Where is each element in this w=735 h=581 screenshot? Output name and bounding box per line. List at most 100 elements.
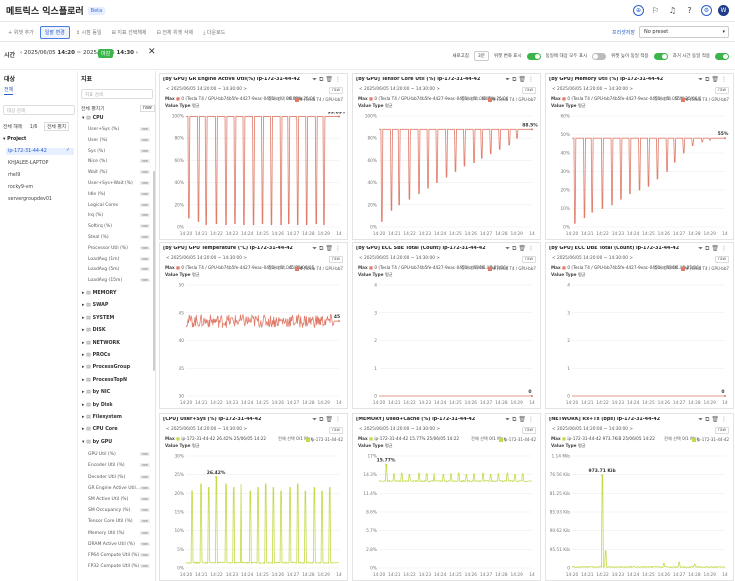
metric-group[interactable]: ▸ ▤ ProcessGroup — [82, 365, 131, 371]
metric-scrollbar[interactable] — [153, 171, 155, 371]
close-panel-icon[interactable]: ✕ — [148, 47, 156, 57]
widget-legend[interactable]: 0 (Tesla T4 / GPU-bb7... — [681, 266, 729, 271]
widget-legend[interactable]: 0 (Tesla T4 / GPU-bb7... — [488, 97, 536, 102]
copy-icon[interactable]: ⧉ — [512, 416, 519, 423]
preset-select[interactable]: No preset — [639, 26, 729, 38]
metric-item[interactable]: Logical Cores raw — [88, 202, 150, 208]
filter-icon[interactable]: ⏷ — [312, 416, 320, 423]
next-range-icon[interactable]: › — [135, 50, 138, 56]
filter-icon[interactable]: ⏷ — [505, 76, 513, 83]
help-icon[interactable]: ? — [687, 6, 692, 15]
metric-group[interactable]: ▸ ▤ ProcessTopN — [82, 377, 127, 383]
delete-icon[interactable]: 🗑 — [518, 416, 528, 423]
copy-icon[interactable]: ⧉ — [319, 76, 326, 83]
chart-svg[interactable]: 0%20%40%60%80%100%14:20 14:21 14:22 14:23 14… — [164, 112, 345, 237]
add-widget-button[interactable]: + 위젯 추가 — [8, 29, 34, 36]
bulk-change-button[interactable]: 일괄 변경 — [39, 25, 70, 39]
delete-icon[interactable]: 🗑 — [711, 416, 721, 423]
target-item[interactable]: KHJALEE-LAPTOP — [8, 161, 49, 166]
delete-icon[interactable]: 🗑 — [711, 76, 721, 83]
metric-item[interactable]: Wait (%) raw — [88, 170, 150, 175]
metric-item[interactable]: Softirq (%) raw — [88, 224, 150, 229]
refresh-select[interactable]: 3분 — [473, 51, 489, 61]
metric-search-input[interactable]: 지표 검색 — [81, 89, 153, 99]
download-button[interactable]: ⤓ 다운로드 — [203, 29, 226, 36]
widget-legend[interactable]: ip-172-31-44-42 — [305, 437, 343, 442]
select-all-label[interactable]: 전체 선택 — [654, 96, 671, 101]
metric-group[interactable]: ▸ ▤ CPU Core — [82, 427, 118, 433]
targets-all-toggle[interactable]: 전체 해제 1/6 — [3, 123, 37, 130]
deselect-metrics-button[interactable]: ⊞ 지표 선택해제 — [111, 29, 147, 36]
more-icon[interactable]: ⋮ — [335, 245, 343, 252]
more-icon[interactable]: ⋮ — [721, 76, 729, 83]
metric-tag[interactable]: raw — [139, 541, 150, 546]
metric-tag[interactable]: raw — [139, 474, 150, 479]
widget-time-range[interactable]: < 2025/06/05 14:20:00 ~ 14:30:00 > — [552, 87, 633, 92]
metric-item[interactable]: Idle (%) raw — [88, 191, 150, 197]
metric-item[interactable]: Processor Util (%) raw — [88, 245, 150, 251]
toggle-same-height[interactable] — [653, 52, 668, 60]
target-item[interactable]: servergroupdev01 — [8, 197, 52, 202]
metric-tag[interactable]: raw — [139, 137, 150, 142]
chart-svg[interactable]: 0%2.8%5.7%8.6%11.4%14.3%17%14:20 14:21 14:… — [357, 452, 538, 579]
metric-tag[interactable]: raw — [139, 256, 150, 261]
widget-time-range[interactable]: < 2025/06/05 14:20:00 ~ 14:30:00 > — [166, 256, 247, 261]
filter-icon[interactable]: ⏷ — [698, 245, 706, 252]
filter-icon[interactable]: ⏷ — [698, 416, 706, 423]
delete-icon[interactable]: 🗑 — [325, 76, 335, 83]
metric-item[interactable]: User+Sys+Wait (%) raw — [88, 181, 150, 186]
chart-svg[interactable]: 0 1 2 3 4 14:20 14:21 14:22 14:23 14:24 14:25 14:26… — [550, 281, 731, 407]
widget-legend[interactable]: 0 (Tesla T4 / GPU-bb7... — [295, 266, 343, 271]
metric-group[interactable]: ▸ ▤ SYSTEM — [82, 315, 115, 321]
metric-item[interactable]: Decoder Util (%) raw — [88, 474, 150, 480]
target-item[interactable]: rocky9-vm — [8, 185, 34, 190]
widget-time-range[interactable]: < 2025/06/05 14:20:00 ~ 14:30:00 > — [359, 256, 440, 261]
more-icon[interactable]: ⋮ — [528, 245, 536, 252]
filter-icon[interactable]: ⏷ — [505, 245, 513, 252]
metric-item[interactable]: Irq (%) raw — [88, 213, 150, 218]
metric-item[interactable]: Steal (%) raw — [88, 235, 150, 240]
metric-group[interactable]: ▸ ▤ PROCs — [82, 353, 111, 358]
metric-tag[interactable]: raw — [139, 235, 150, 239]
widget-time-range[interactable]: < 2025/06/05 14:20:00 ~ 14:30:00 > — [359, 427, 440, 432]
more-icon[interactable]: ⋮ — [721, 245, 729, 252]
widget-sort-select[interactable]: raw — [715, 256, 729, 263]
delete-icon[interactable]: 🗑 — [711, 245, 721, 252]
metric-item[interactable]: SM Active Util (%) raw — [88, 497, 150, 502]
select-all-label[interactable]: 전체 선택 — [461, 265, 478, 270]
metric-item[interactable]: Encoder Util (%) raw — [88, 463, 150, 468]
widget-time-range[interactable]: < 2025/06/05 14:20:00 ~ 14:30:00 > — [359, 87, 440, 92]
widget-sort-select[interactable]: raw — [522, 87, 536, 94]
save-preset-link[interactable]: 프리셋저장 — [611, 29, 635, 36]
more-icon[interactable]: ⋮ — [335, 416, 343, 423]
copy-icon[interactable]: ⧉ — [319, 245, 326, 252]
target-item[interactable]: ip-172-31-44-42 ✓ — [6, 148, 74, 155]
widget-legend[interactable]: 0 (Tesla T4 / GPU-bb7... — [488, 266, 536, 271]
metric-tag[interactable]: raw — [139, 497, 150, 501]
target-search-input[interactable]: 대상 검색 — [3, 105, 75, 115]
user-avatar[interactable]: W — [718, 5, 729, 16]
metric-tag[interactable]: raw — [139, 267, 150, 272]
metric-item[interactable]: LoadAvg (5m) raw — [88, 267, 150, 272]
metric-tag[interactable]: raw — [139, 191, 150, 196]
targets-tab-all[interactable]: 전체 — [4, 87, 14, 95]
megaphone-icon[interactable]: ⚐ — [651, 6, 660, 15]
widget-legend[interactable]: 0 (Tesla T4 / GPU-bb7... — [681, 97, 729, 102]
widget-time-range[interactable]: < 2025/06/05 14:20:00 ~ 14:30:00 > — [552, 256, 633, 261]
chart-svg[interactable]: 0 195.51 Kib 390.62 Kib 585.93 Kib 781.25 Ki… — [550, 452, 731, 579]
select-all-label[interactable]: 전체 선택 — [654, 265, 671, 270]
metrics-sort-select[interactable]: raw — [140, 105, 155, 112]
settings-icon[interactable]: ⚙ — [701, 5, 712, 16]
toggle-past-time[interactable] — [715, 52, 729, 60]
chart-svg[interactable]: 30 35 40 45 50 14:20 14:21 14:22 14:23 14:24 14:25… — [164, 281, 345, 407]
delete-icon[interactable]: 🗑 — [325, 245, 335, 252]
metric-group[interactable]: ▸ ▤ MEMORY — [82, 291, 117, 296]
metric-tag[interactable]: raw — [139, 452, 150, 457]
copy-icon[interactable]: ⧉ — [512, 76, 519, 83]
series-line[interactable] — [379, 128, 532, 222]
metric-tag[interactable]: raw — [139, 519, 150, 524]
metric-item[interactable]: Nice (%) raw — [88, 159, 150, 164]
filter-icon[interactable]: ⏷ — [505, 416, 513, 423]
targets-filter-select[interactable]: 전체 펼치 — [44, 122, 70, 131]
widget-sort-select[interactable]: raw — [329, 427, 343, 434]
